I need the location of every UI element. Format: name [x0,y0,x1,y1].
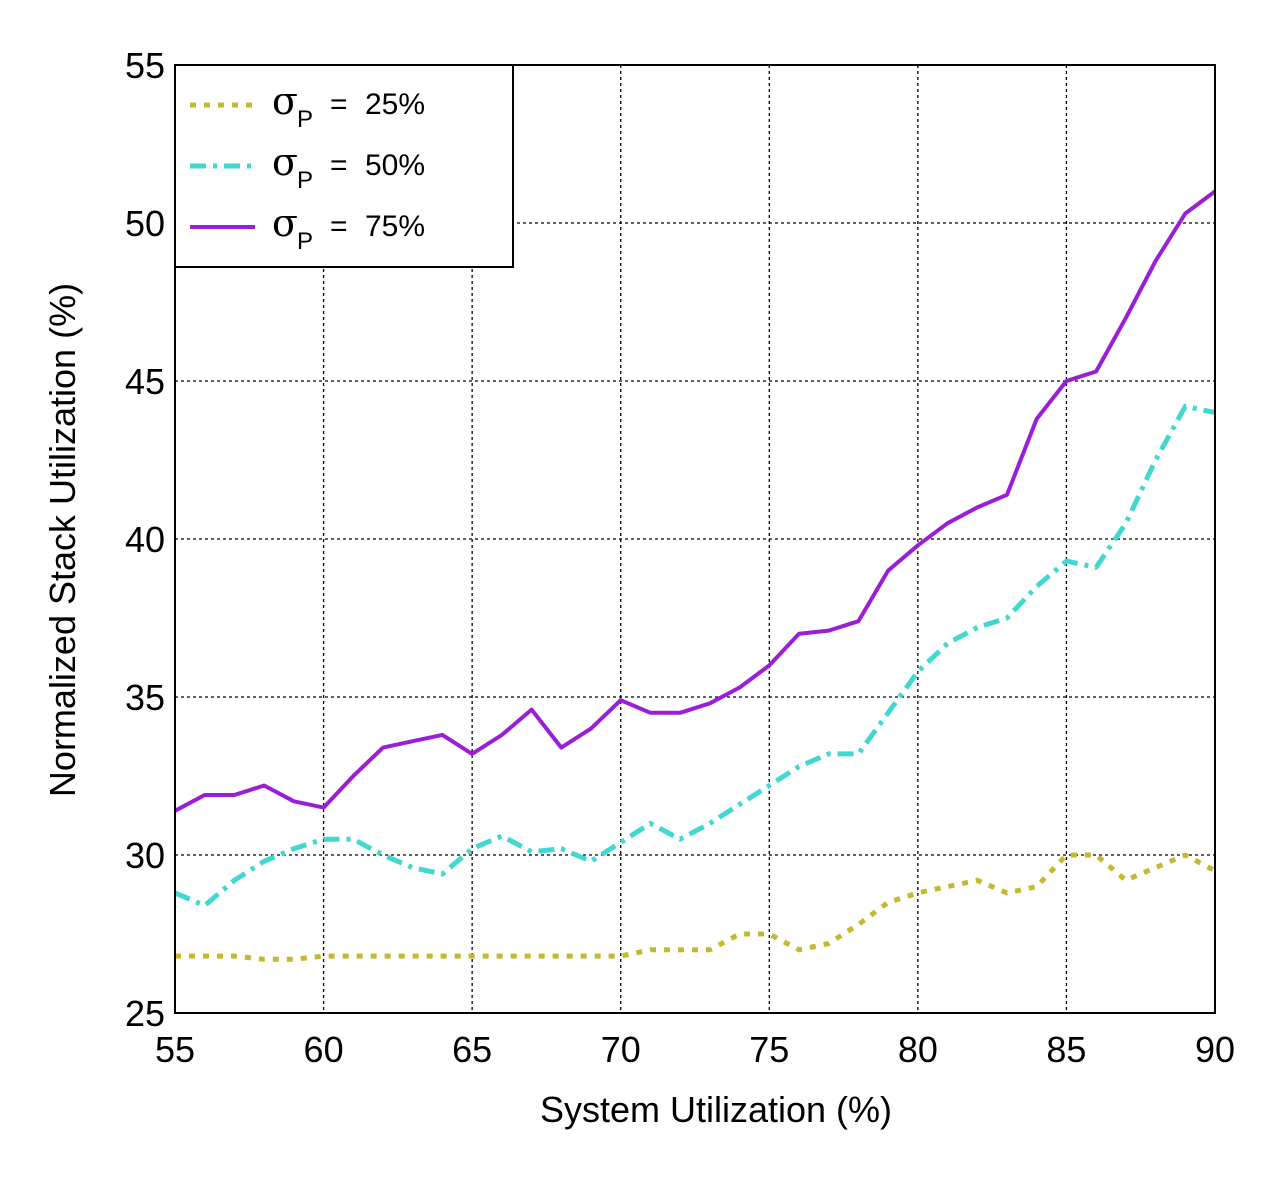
y-tick-label: 50 [125,203,165,244]
legend-item: σ P = 25% [190,79,425,133]
series-lines [174,189,1217,962]
y-tick-label: 30 [125,835,165,876]
x-axis-title: System Utilization (%) [540,1089,892,1130]
x-tick-label: 60 [304,1029,344,1070]
legend-symbol: σ [272,79,298,123]
legend-subscript: P [297,228,313,255]
series-line-3 [174,189,1217,813]
legend-item: σ P = 50% [190,140,425,194]
y-tick-label: 25 [125,993,165,1034]
x-tick-label: 85 [1046,1029,1086,1070]
x-tick-label: 80 [898,1029,938,1070]
y-tick-label: 40 [125,519,165,560]
x-tick-label: 75 [749,1029,789,1070]
legend: σ P = 25%σ P = 50%σ P = 75% [174,64,514,268]
legend-equals: = [330,149,348,182]
legend-subscript: P [297,167,313,194]
legend-subscript: P [297,106,313,133]
plot-frame [174,64,1216,1014]
legend-symbol: σ [272,201,298,245]
legend-symbol: σ [272,140,298,184]
x-tick-label: 55 [155,1029,195,1070]
y-tick-label: 55 [125,45,165,86]
legend-equals: = [330,210,348,243]
grid-lines [175,65,1215,1013]
y-tick-label: 45 [125,361,165,402]
x-tick-label: 70 [601,1029,641,1070]
legend-equals: = [330,88,348,121]
y-axis-title: Normalized Stack Utilization (%) [42,283,83,797]
x-tick-label: 65 [452,1029,492,1070]
series-line-2 [174,403,1216,909]
tick-labels: 55 60 65 70 75 80 85 90 25 30 35 40 45 50 55 [125,45,1235,1070]
legend-items: σ P = 25%σ P = 50%σ P = 75% [190,79,425,255]
legend-item: σ P = 75% [190,201,425,255]
legend-value: 50% [365,149,425,182]
series-line-1 [175,852,1217,962]
legend-value: 25% [365,88,425,121]
legend-value: 75% [365,210,425,243]
y-tick-label: 35 [125,677,165,718]
x-tick-label: 90 [1195,1029,1235,1070]
